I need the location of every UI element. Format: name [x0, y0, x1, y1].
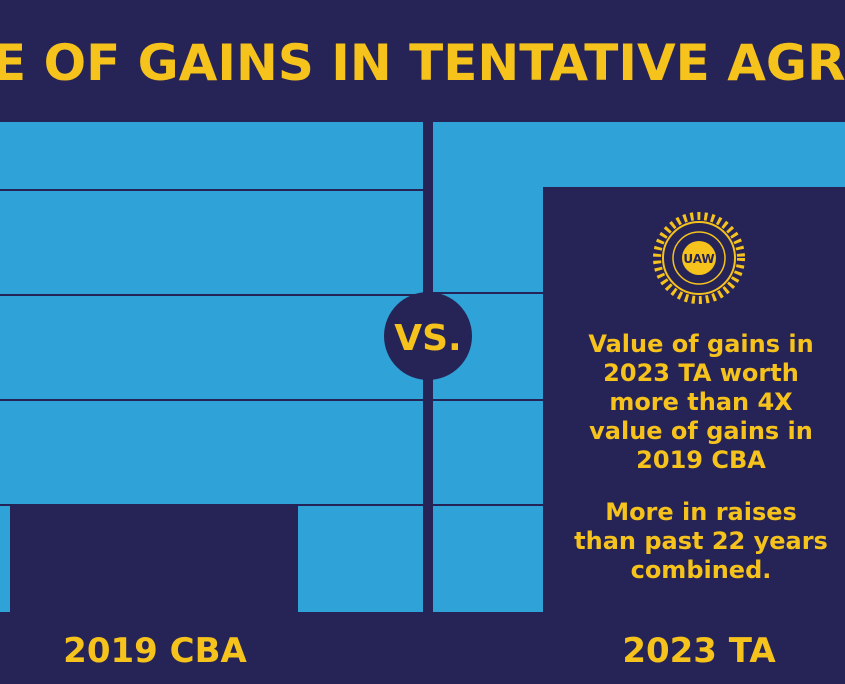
- panel-line: more than 4X: [609, 388, 793, 416]
- logo: UAW: [653, 212, 745, 304]
- vs-label: VS.: [394, 318, 461, 359]
- logo-text: UAW: [683, 252, 714, 266]
- title: E OF GAINS IN TENTATIVE AGREE: [0, 34, 845, 92]
- gap-block: [10, 506, 298, 612]
- left-label: 2019 CBA: [63, 631, 247, 671]
- panel-line: More in raises: [605, 498, 797, 526]
- panel-line: combined.: [631, 556, 772, 584]
- panel-line: Value of gains in: [588, 330, 813, 358]
- panel-line: 2023 TA worth: [603, 359, 799, 387]
- panel-line: than past 22 years: [574, 527, 828, 555]
- right-dividers: [433, 292, 543, 506]
- right-label: 2023 TA: [622, 631, 776, 671]
- right-top-block: [433, 122, 845, 187]
- vs-circle: [384, 292, 472, 380]
- panel-line: 2019 CBA: [636, 446, 766, 474]
- panel-line: value of gains in: [589, 417, 813, 445]
- left-dividers: [0, 189, 423, 506]
